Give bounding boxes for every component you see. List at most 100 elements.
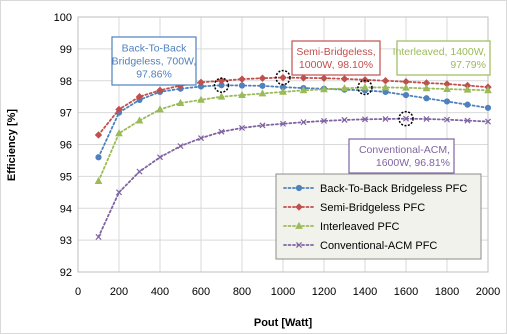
marker-stroke xyxy=(402,115,410,122)
data-point xyxy=(197,95,205,103)
data-point xyxy=(115,129,123,137)
data-point xyxy=(443,98,451,105)
data-point xyxy=(382,115,389,123)
highlight-ring xyxy=(357,79,373,96)
series-semi-bridgeless-pfc xyxy=(94,73,492,139)
x-tick-label: 0 xyxy=(75,286,81,298)
annotation-text: Semi-Bridgeless, xyxy=(296,46,375,58)
annotation-box xyxy=(396,40,491,76)
data-point xyxy=(300,119,307,126)
data-point xyxy=(402,91,410,99)
data-point xyxy=(464,117,471,124)
marker-stroke xyxy=(136,168,143,175)
marker-stroke xyxy=(156,154,164,161)
data-point xyxy=(95,154,102,161)
data-point xyxy=(115,105,123,114)
data-point xyxy=(95,233,102,240)
x-tick-label: 600 xyxy=(192,286,210,298)
x-tick-label: 1000 xyxy=(271,286,295,298)
data-point xyxy=(279,73,287,82)
y-tick-label: 99 xyxy=(60,44,72,56)
y-tick-label: 96 xyxy=(60,140,72,152)
data-point xyxy=(238,82,246,89)
marker-stroke xyxy=(295,241,303,249)
annotation-callout: Conventional-ACM,1600W, 96.81% xyxy=(348,138,455,174)
highlight-ring xyxy=(398,110,414,127)
annotation-text: 97.79% xyxy=(450,59,486,71)
x-tick-label: 800 xyxy=(233,286,251,298)
data-point xyxy=(279,120,287,127)
highlight-rings xyxy=(213,69,414,127)
data-point xyxy=(381,83,390,91)
data-point xyxy=(238,90,246,98)
legend: Back-To-Back Bridgeless PFC Semi-Bridgele… xyxy=(275,173,482,260)
data-point xyxy=(197,78,205,87)
data-point xyxy=(279,87,287,95)
legend-label: Conventional-ACM PFC xyxy=(320,240,437,252)
x-tick-label: 1200 xyxy=(312,286,336,298)
marker-stroke xyxy=(177,143,184,150)
legend-marker xyxy=(295,203,303,211)
data-point xyxy=(443,84,451,92)
data-point xyxy=(402,115,410,122)
marker-stroke xyxy=(95,233,102,240)
data-point xyxy=(299,86,308,94)
annotation-text: Conventional-ACM, xyxy=(359,144,450,156)
marker-stroke xyxy=(238,124,246,131)
legend-marker xyxy=(295,241,303,249)
marker-stroke xyxy=(115,189,123,196)
data-point xyxy=(484,118,492,125)
y-tick-label: 94 xyxy=(60,203,72,215)
data-point xyxy=(136,168,143,175)
data-point xyxy=(484,104,492,111)
data-point xyxy=(340,84,349,92)
legend-entry: Back-To-Back Bridgeless PFC xyxy=(283,183,467,195)
legend-marker xyxy=(295,184,303,192)
marker-stroke xyxy=(382,115,389,123)
marker-stroke xyxy=(341,116,348,123)
data-point xyxy=(238,75,246,83)
annotation-box xyxy=(111,36,197,86)
data-point xyxy=(422,84,431,92)
data-point xyxy=(176,98,185,106)
annotation-text: 97.86% xyxy=(136,69,172,81)
data-point xyxy=(259,82,266,89)
highlight-ring xyxy=(275,69,291,86)
x-tick-label: 1600 xyxy=(394,286,418,298)
legend-entry: Conventional-ACM PFC xyxy=(283,240,437,252)
data-point xyxy=(484,86,492,94)
marker-stroke xyxy=(443,116,451,123)
data-point xyxy=(218,128,225,135)
data-point xyxy=(258,74,267,82)
annotation-box xyxy=(291,40,381,76)
data-point xyxy=(443,116,451,123)
x-tick-label: 400 xyxy=(151,286,169,298)
series-conventional-acm-pfc xyxy=(95,115,492,240)
data-point xyxy=(463,85,472,93)
data-point xyxy=(423,95,430,102)
marker-stroke xyxy=(423,115,430,123)
annotation-text: 1000W, 98.10% xyxy=(299,59,373,71)
annotation-callout: Interleaved, 1400W,97.79% xyxy=(393,40,491,76)
x-tick-label: 1400 xyxy=(353,286,377,298)
data-point xyxy=(217,77,226,85)
annotation-text: Bridgeless, 700W, xyxy=(112,56,197,68)
data-point xyxy=(341,116,348,123)
data-point xyxy=(320,117,328,124)
data-point xyxy=(464,101,471,108)
data-point xyxy=(340,75,349,83)
series-group xyxy=(94,73,492,240)
series-line xyxy=(97,84,489,159)
annotation-text: Interleaved, 1400W, xyxy=(393,46,486,58)
series-interleaved-pfc xyxy=(94,83,492,185)
data-point xyxy=(402,83,410,91)
data-point xyxy=(238,124,246,131)
x-tick-label: 200 xyxy=(110,286,128,298)
data-point xyxy=(361,116,369,123)
legend-entry: Semi-Bridgeless PFC xyxy=(283,202,425,214)
data-point xyxy=(320,85,328,93)
